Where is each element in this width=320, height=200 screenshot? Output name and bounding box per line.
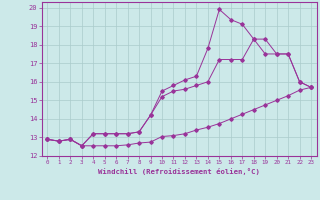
X-axis label: Windchill (Refroidissement éolien,°C): Windchill (Refroidissement éolien,°C) [98,168,260,175]
